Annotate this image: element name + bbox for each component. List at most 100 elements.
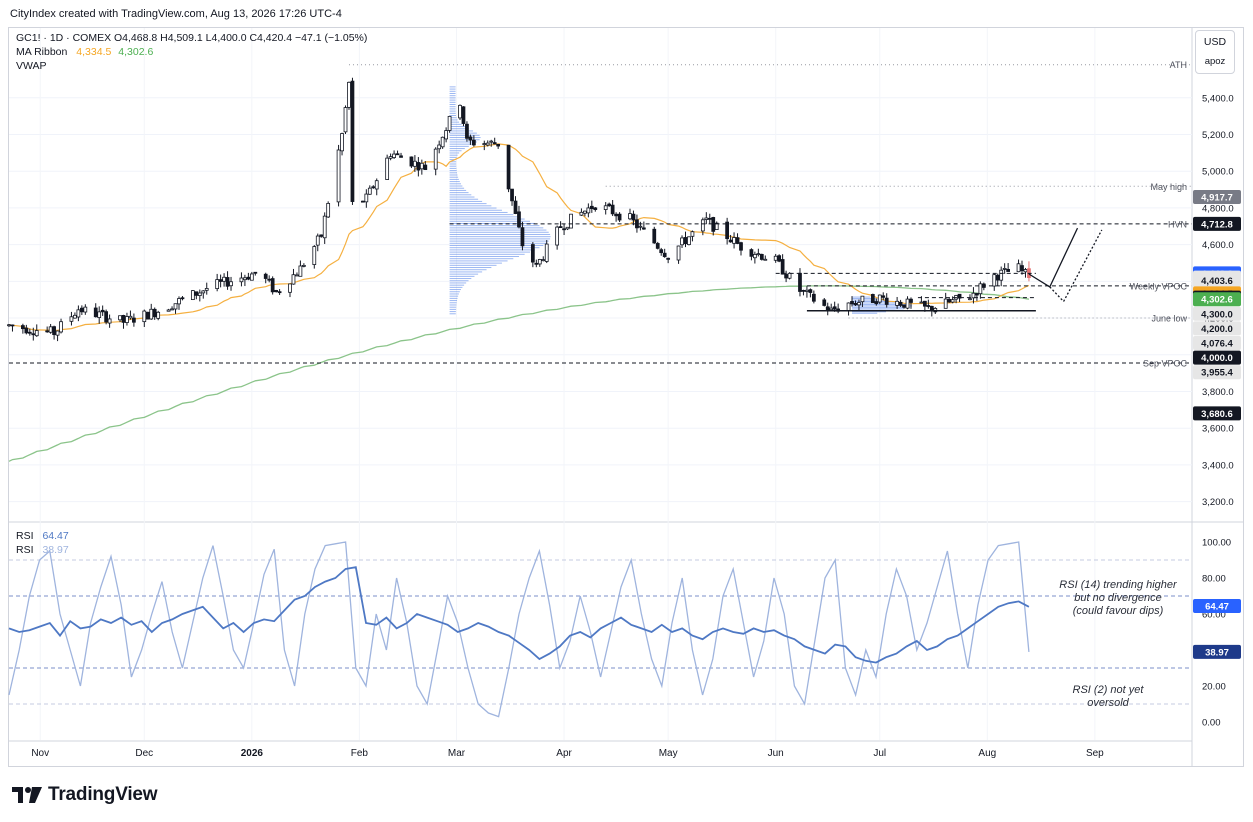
volume-profile-bar xyxy=(449,92,456,94)
candle-body xyxy=(156,311,161,319)
volume-profile-bar xyxy=(449,117,457,119)
candle-body xyxy=(125,316,129,323)
candle-body xyxy=(687,236,691,246)
candle-body xyxy=(461,106,466,124)
rsi-2-line xyxy=(8,541,1030,718)
rsi-value-text: 38.97 xyxy=(1205,647,1229,658)
volume-profile-bar xyxy=(449,119,458,121)
rsi-value-text: 64.47 xyxy=(1205,601,1229,612)
price-label-text: 4,302.6 xyxy=(1201,295,1233,306)
candle-body xyxy=(784,274,788,279)
candle-body xyxy=(437,144,442,150)
candle-body xyxy=(683,237,688,245)
candle-body xyxy=(756,253,761,256)
time-tick-label: Feb xyxy=(351,748,369,759)
volume-profile-bar xyxy=(449,273,479,275)
legend-rsi-label-2: RSI xyxy=(16,544,34,556)
price-label-text: 4,712.8 xyxy=(1201,219,1233,230)
candle-body xyxy=(201,290,206,294)
volume-profile-bar xyxy=(449,229,547,231)
candle-body xyxy=(471,139,476,146)
candle-body xyxy=(995,274,1000,281)
rsi-annotation-line: (could favour dips) xyxy=(1073,605,1164,617)
candle-body xyxy=(506,144,511,190)
legend-rsi-2: RSI 38.97 xyxy=(16,544,69,557)
time-tick-label: Apr xyxy=(556,748,572,759)
candle-body xyxy=(10,324,15,327)
volume-profile-bar xyxy=(449,207,497,209)
candle-body xyxy=(517,211,521,228)
candle-body xyxy=(350,80,355,202)
time-tick-label: Jun xyxy=(768,748,784,759)
legend-ma-label: MA Ribbon xyxy=(16,46,68,58)
volume-profile-bar xyxy=(449,126,465,128)
candle-body xyxy=(385,157,390,180)
candle-body xyxy=(780,259,785,275)
candle-body xyxy=(79,307,84,313)
volume-profile-bar xyxy=(449,205,492,207)
candle-body xyxy=(700,219,705,232)
candle-body xyxy=(787,272,792,279)
candle-body xyxy=(808,289,813,293)
candle-body xyxy=(759,253,764,260)
candle-body xyxy=(739,242,743,251)
candle-body xyxy=(34,330,39,337)
projection-arrow-dip xyxy=(1049,286,1065,302)
price-tick-label: 3,600.0 xyxy=(1202,424,1234,435)
volume-profile-bar xyxy=(449,194,472,196)
brand-name: TradingView xyxy=(48,784,158,805)
rsi-value-badge xyxy=(1193,598,1241,613)
rsi-tick-label: 80.00 xyxy=(1202,574,1226,585)
candle-body xyxy=(152,308,157,318)
candle-body xyxy=(496,143,501,147)
candle-body xyxy=(93,307,98,318)
volume-profile-bar xyxy=(449,104,456,106)
price-label-badge xyxy=(1193,273,1241,288)
candle-body xyxy=(21,325,25,330)
candle-body xyxy=(690,231,695,237)
volume-profile-bar xyxy=(449,159,457,161)
candle-body xyxy=(76,309,81,318)
candle-body xyxy=(631,213,636,221)
candle-body xyxy=(423,164,428,171)
volume-profile-bar xyxy=(449,187,465,189)
volume-profile-bar xyxy=(449,231,549,233)
rsi-annotation-line: RSI (2) not yet xyxy=(1073,684,1145,696)
level-label: HVN xyxy=(1168,219,1187,229)
volume-profile-bar xyxy=(449,313,456,315)
ma-fast-line xyxy=(8,143,1030,331)
candle-body xyxy=(735,237,740,244)
candle-body xyxy=(142,310,147,323)
time-tick-label: Nov xyxy=(31,748,49,759)
candle-body xyxy=(468,136,473,141)
rsi-tick-label: 60.00 xyxy=(1202,610,1226,621)
candle-body xyxy=(277,291,282,294)
level-label: Weekly VPOC xyxy=(1130,281,1188,291)
candle-body xyxy=(145,311,150,320)
volume-profile-bar xyxy=(449,278,472,280)
volume-profile-bar xyxy=(449,280,469,282)
candle-body xyxy=(884,297,889,305)
tradingview-brand[interactable]: TradingView xyxy=(12,784,158,806)
currency-selector[interactable]: USD apoz xyxy=(1195,30,1235,74)
candle-body xyxy=(177,298,181,305)
price-label-badge xyxy=(1193,365,1241,380)
candle-body xyxy=(999,269,1004,281)
volume-profile-bar xyxy=(449,110,456,112)
candle-body xyxy=(728,239,733,243)
volume-profile-bar xyxy=(449,258,514,260)
candle-body xyxy=(950,299,955,303)
volume-profile-bar xyxy=(449,183,461,185)
volume-profile-bar xyxy=(449,200,483,202)
candle-body xyxy=(485,142,490,146)
rsi-annotation-line: but no divergence xyxy=(1074,592,1161,604)
time-tick-label: Aug xyxy=(978,748,996,759)
candle-body xyxy=(1016,263,1021,273)
volume-profile-bar xyxy=(449,209,502,211)
candle-body xyxy=(870,294,875,304)
candle-body xyxy=(860,295,865,303)
price-label-text: 4,403.6 xyxy=(1201,276,1233,287)
volume-profile-bar xyxy=(449,170,457,172)
candle-body xyxy=(364,193,369,203)
